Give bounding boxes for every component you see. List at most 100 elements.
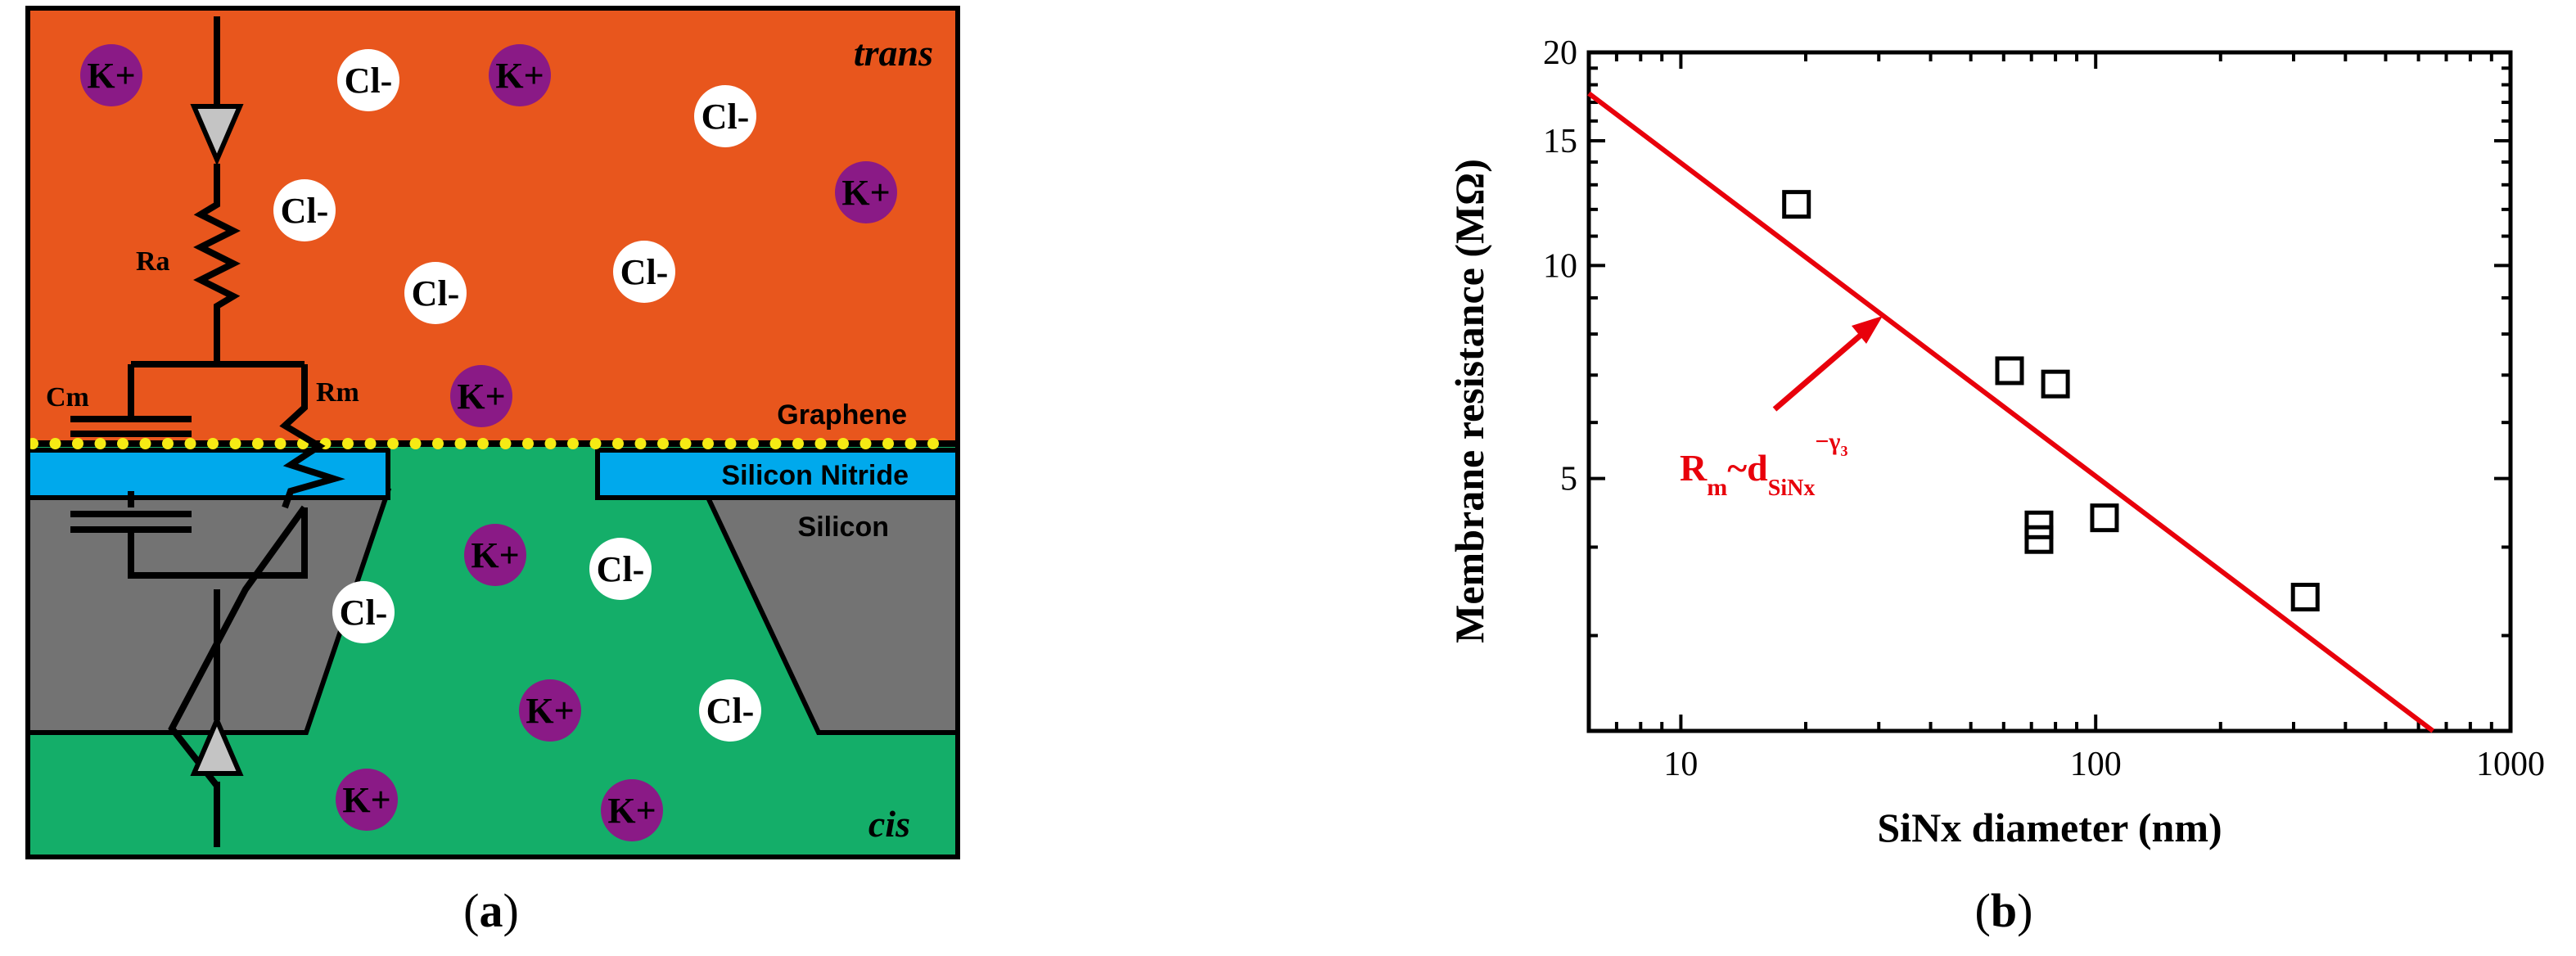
ion: K+ [519,679,581,742]
ion: K+ [601,779,663,841]
data-point [2290,583,2320,612]
graphene-atom [837,438,849,449]
fit-equation: Rm~dSiNx −γ3 [1680,428,1847,501]
ion-label: Cl- [345,61,393,101]
ion-label: Cl- [702,97,750,137]
fit-lines [1587,91,2434,733]
graphene-atom [274,438,286,449]
ion: Cl- [694,85,756,147]
graphene-atom [207,438,219,449]
ion: K+ [80,44,142,106]
graphene-atom [769,438,782,449]
ion-label: K+ [526,691,574,731]
panel-b-caption: (b) [1975,884,2033,937]
data-points [1782,190,2320,612]
graphene-atom [905,438,917,449]
graphene-atom [544,438,557,449]
silicon-nitride-label: Silicon Nitride [721,460,909,491]
graphene-atom [702,438,714,449]
ion-label: Cl- [340,593,388,633]
x-tick-label: 100 [2070,746,2122,783]
axis-ticks [1587,51,2511,731]
ion: K+ [450,365,512,427]
x-tick-label: 1000 [2476,746,2545,783]
ion: K+ [464,524,526,586]
ion: Cl- [589,538,652,600]
ra-label: Ra [136,246,170,277]
silicon-nitride-right [595,448,960,500]
panel-a-caption: (a) [463,884,519,937]
data-point [2090,503,2119,533]
ion-label: Cl- [706,691,755,731]
eq-r: R [1680,447,1708,489]
ion-label: K+ [342,780,390,820]
ion: Cl- [337,49,399,111]
ion-label: Cl- [620,252,669,292]
graphene-atom [342,438,354,449]
graphene-atom [49,438,61,449]
ion-label: Cl- [597,549,645,589]
graphene-atom [72,438,83,449]
eq-sub-m: m [1707,474,1727,501]
graphene-atom [814,438,827,449]
ion-label: K+ [471,535,519,575]
ion: Cl- [273,179,336,241]
ion-label: K+ [841,173,890,213]
plot-frame [1586,50,2513,733]
y-tick-label: 20 [1543,34,1577,72]
panel-b-chart: 10 100 1000 5 10 15 20 SiNx diameter (nm) Memb… [1446,34,2545,850]
graphene-atom [117,438,129,449]
graphene-atom [364,438,377,449]
graphene-atom [162,438,174,449]
graphene-atom [612,438,624,449]
graphene-atom [724,438,737,449]
graphene-atom [229,438,241,449]
data-point [2024,525,2054,554]
graphene-atom [522,438,534,449]
data-point [2041,369,2070,399]
y-axis-title: Membrane resistance (MΩ) [1446,159,1492,643]
eq-tilde-d: ~d [1727,447,1768,489]
ion-label: K+ [495,56,544,96]
trans-label: trans [854,32,933,74]
graphene-atom [747,438,759,449]
graphene-atom [589,438,602,449]
data-point [1782,190,1811,219]
ion: K+ [336,769,398,831]
x-axis-title: SiNx diameter (nm) [1877,805,2222,850]
graphene-atom [792,438,804,449]
graphene-atom [387,438,399,449]
eq-sup-sub-3: 3 [1840,443,1847,459]
ion: K+ [835,161,897,223]
cis-label: cis [868,803,910,845]
graphene-label: Graphene [777,399,907,431]
power-law-fit-line [1587,91,2434,733]
panel-b-letter: b [1991,884,2017,937]
graphene-atom [94,438,106,449]
ion-label: Cl- [412,273,460,313]
graphene-atom [859,438,872,449]
panel-a-letter: a [480,884,503,937]
y-tick-label: 5 [1560,461,1577,498]
graphene-atom [927,438,939,449]
ion: K+ [489,44,551,106]
rm-label: Rm [316,377,359,408]
graphene-atom [432,438,444,449]
ion: Cl- [332,581,395,643]
ion: Cl- [404,262,467,324]
ion: Cl- [699,679,761,742]
y-tick-label: 15 [1543,123,1577,160]
panel-a-border [25,6,960,859]
graphene-atom [499,438,512,449]
equivalent-circuit [70,16,345,847]
eq-sub-sinx: SiNx [1768,476,1816,501]
x-tick-label: 10 [1663,746,1698,783]
annotation-arrow [1772,316,1883,412]
graphene-atom [657,438,669,449]
graphene-atom [679,438,692,449]
cm-label: Cm [46,382,89,413]
ion-label: Cl- [281,191,329,231]
graphene-atom [252,438,264,449]
